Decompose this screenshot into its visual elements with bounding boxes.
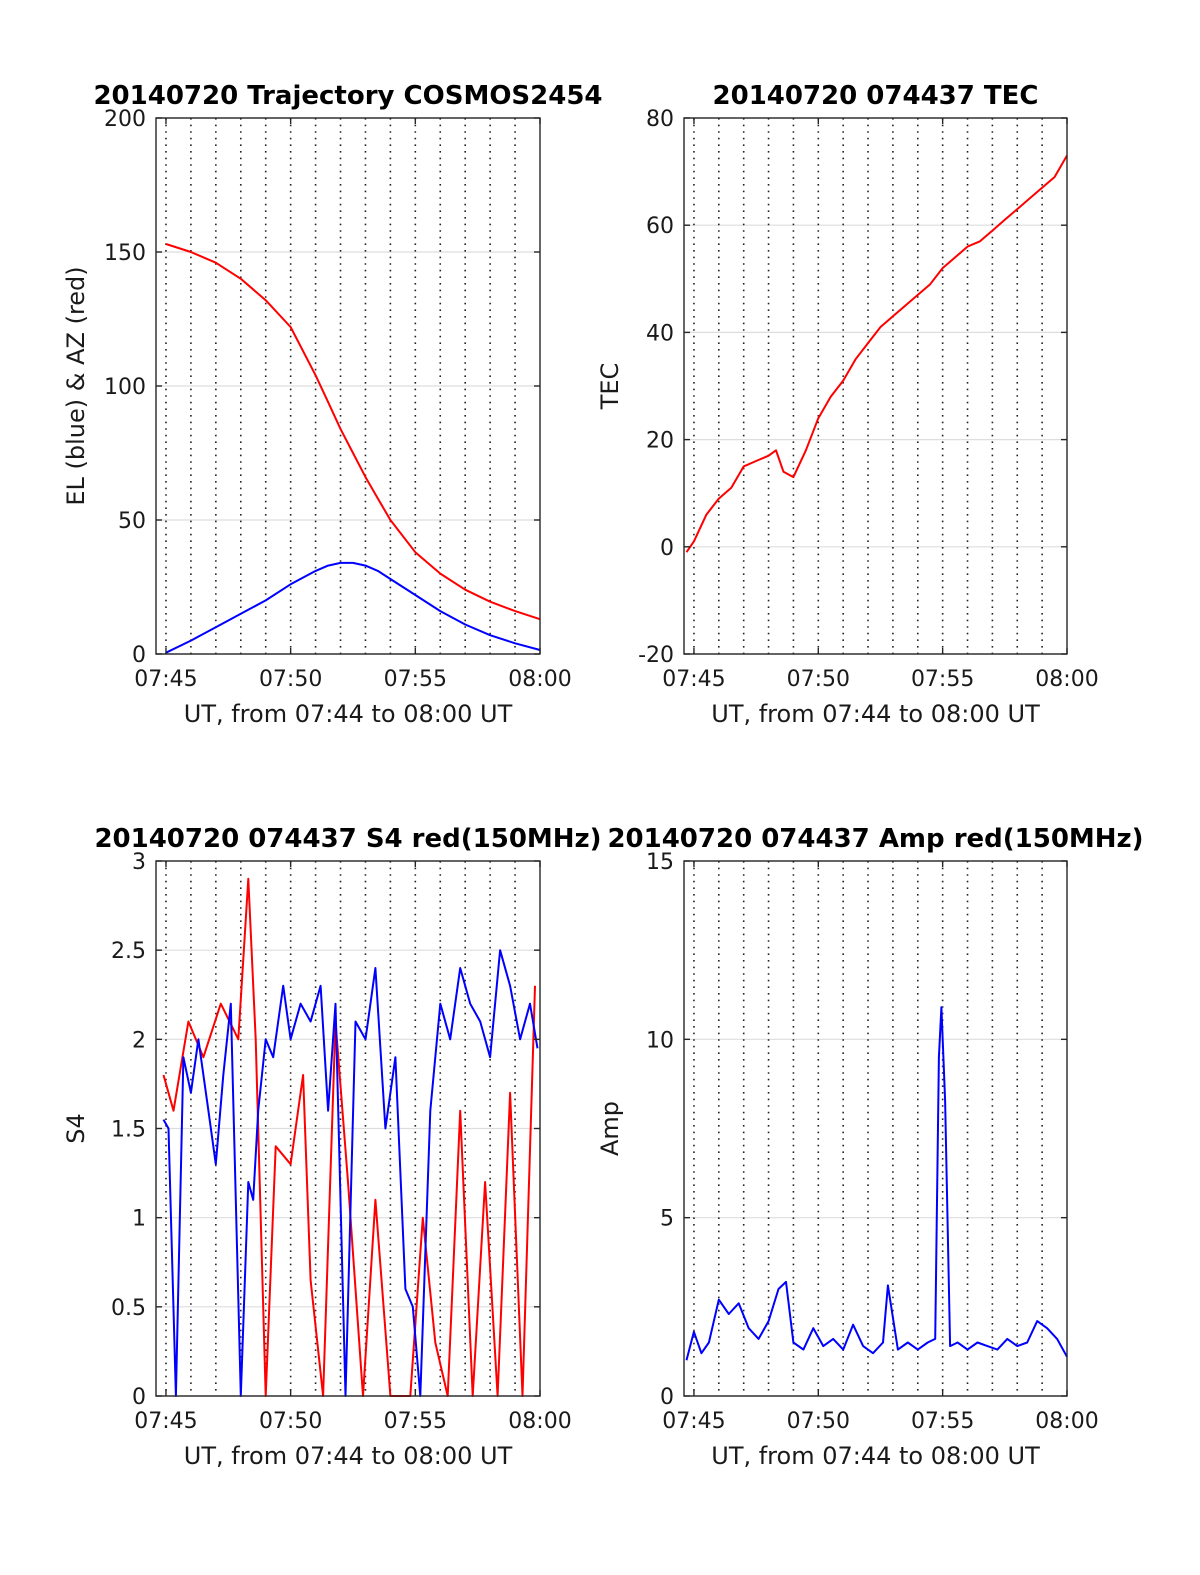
- y-tick-label: 15: [646, 850, 674, 875]
- series-line-1: [165, 243, 541, 621]
- y-tick-label: 20: [646, 429, 674, 454]
- y-tick-label: 10: [646, 1028, 674, 1053]
- x-tick-label: 07:50: [259, 667, 322, 692]
- y-axis-label: Amp: [596, 1101, 624, 1156]
- y-tick-label: 0: [132, 643, 146, 668]
- y-tick-label: 80: [646, 107, 674, 132]
- x-tick-label: 07:55: [384, 1409, 447, 1434]
- y-tick-label: 50: [118, 509, 146, 534]
- x-tick-label: 07:45: [134, 1409, 197, 1434]
- x-tick-label: 07:50: [787, 667, 850, 692]
- x-axis-label: UT, from 07:44 to 08:00 UT: [184, 1442, 513, 1470]
- y-tick-label: 2.5: [111, 939, 146, 964]
- y-tick-label: 2: [132, 1028, 146, 1053]
- y-tick-label: 40: [646, 321, 674, 346]
- y-tick-label: 0: [660, 1385, 674, 1410]
- chart-title: 20140720 Trajectory COSMOS2454: [93, 81, 602, 111]
- y-tick-label: 1.5: [111, 1118, 146, 1143]
- x-tick-label: 07:50: [787, 1409, 850, 1434]
- x-tick-label: 08:00: [1035, 667, 1098, 692]
- chart-title: 20140720 074437 S4 red(150MHz): [94, 824, 601, 854]
- x-tick-label: 07:55: [911, 667, 974, 692]
- y-tick-label: 3: [132, 850, 146, 875]
- y-axis-label: EL (blue) & AZ (red): [62, 266, 90, 505]
- y-tick-label: 1: [132, 1207, 146, 1232]
- series-line-2: [162, 949, 539, 1397]
- x-tick-label: 07:45: [662, 667, 725, 692]
- series-line-1: [685, 155, 1068, 553]
- y-axis-label: TEC: [596, 363, 624, 411]
- x-tick-label: 08:00: [508, 667, 571, 692]
- series-line-1: [685, 1006, 1068, 1361]
- y-tick-label: 5: [660, 1207, 674, 1232]
- y-tick-label: 0.5: [111, 1296, 146, 1321]
- x-axis-label: UT, from 07:44 to 08:00 UT: [184, 700, 513, 728]
- axes-box: [683, 860, 1068, 1397]
- y-tick-label: 0: [660, 536, 674, 561]
- x-axis-label: UT, from 07:44 to 08:00 UT: [711, 1442, 1040, 1470]
- y-tick-label: 100: [104, 375, 146, 400]
- chart-title: 20140720 074437 Amp red(150MHz): [607, 824, 1143, 854]
- x-tick-label: 07:50: [259, 1409, 322, 1434]
- y-tick-label: 0: [132, 1385, 146, 1410]
- x-tick-label: 07:45: [662, 1409, 725, 1434]
- axes-box: [683, 117, 1068, 655]
- chart-title: 20140720 074437 TEC: [713, 81, 1039, 111]
- chart-panel-2: 07:45 07:50 07:55 08:00 -20 0 20 40 60 80 20140720…: [596, 81, 1099, 728]
- y-tick-label: 60: [646, 214, 674, 239]
- series-line-2: [165, 561, 541, 654]
- y-axis-label: S4: [62, 1113, 90, 1144]
- y-tick-label: 150: [104, 241, 146, 266]
- x-axis-label: UT, from 07:44 to 08:00 UT: [711, 700, 1040, 728]
- x-tick-label: 07:55: [384, 667, 447, 692]
- chart-panel-1: 07:45 07:50 07:55 08:00 0 50 100 150 20020140720…: [62, 81, 603, 728]
- x-tick-label: 07:45: [134, 667, 197, 692]
- y-tick-label: 200: [104, 107, 146, 132]
- x-tick-label: 07:55: [911, 1409, 974, 1434]
- x-tick-label: 08:00: [1035, 1409, 1098, 1434]
- x-tick-label: 08:00: [508, 1409, 571, 1434]
- chart-panel-3: 07:45 07:50 07:55 08:00 0 0.5 1 1.5 2 2.5 32014072…: [62, 824, 602, 1470]
- y-tick-label: -20: [638, 643, 674, 668]
